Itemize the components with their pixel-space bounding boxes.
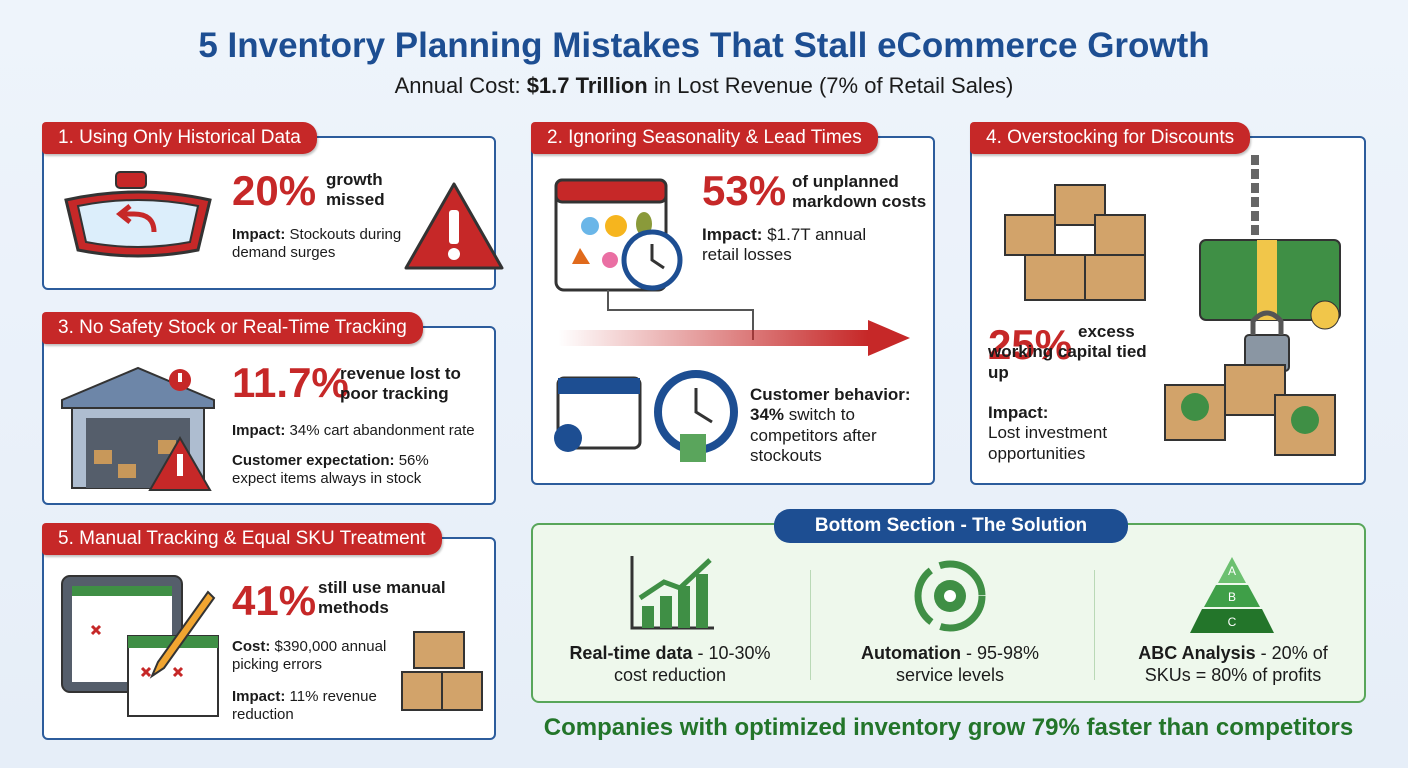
card-heading: 1. Using Only Historical Data: [42, 122, 317, 154]
note-text: switch to competitors after stockouts: [750, 405, 877, 466]
divider: [1094, 570, 1095, 680]
note-label: Impact:: [232, 422, 286, 439]
flow-illustration: [554, 290, 910, 462]
stat: 25%: [988, 321, 1073, 368]
solution-label: ABC Analysis: [1138, 643, 1256, 663]
stat-label: excess working capital tied up: [988, 322, 1147, 382]
note-text: $1.7T annual retail losses: [702, 225, 867, 265]
subtitle-highlight: $1.7 Trillion: [526, 73, 648, 98]
stat: 41%: [232, 577, 317, 624]
stat-label: of unplanned markdown costs: [792, 172, 927, 212]
chart-icon: [630, 556, 714, 630]
solution-text: - 95-98% service levels: [895, 643, 1040, 685]
pyramid-level: A: [1228, 564, 1236, 578]
automation-icon: [914, 560, 986, 632]
overstock-illustration: [1004, 155, 1341, 456]
stat: 20%: [232, 167, 317, 214]
note-text: 56% expect items always in stock: [232, 452, 429, 487]
solution-label: Automation: [860, 643, 961, 663]
solution-text: - 10-30% cost reduction: [613, 643, 771, 685]
note-text: Stockouts during demand surges: [232, 226, 402, 261]
stat-label: growth missed: [326, 170, 385, 210]
title: 5 Inventory Planning Mistakes That Stall…: [198, 26, 1210, 65]
solution-title: Bottom Section - The Solution: [774, 509, 1128, 543]
solution-text: - 20% of SKUs = 80% of profits: [1144, 643, 1328, 685]
card-heading: 5. Manual Tracking & Equal SKU Treatment: [42, 523, 442, 555]
note-text: Lost investment opportunities: [988, 423, 1108, 463]
pyramid-icon: A B C: [1190, 557, 1274, 633]
subtitle: Annual Cost: $1.7 Trillion in Lost Reven…: [0, 73, 1408, 99]
warehouse-icon: [61, 366, 215, 491]
stat-label: revenue lost to poor tracking: [340, 364, 461, 404]
note-label: Impact:: [988, 403, 1049, 422]
note-emphasis: 34%: [750, 405, 785, 425]
note-text: $390,000 annual picking errors: [232, 638, 387, 673]
pyramid-level: B: [1228, 590, 1236, 604]
warning-icon: [404, 182, 504, 270]
stat: 11.7%: [232, 359, 349, 406]
spreadsheet-icon: [61, 575, 219, 717]
note-label: Customer behavior:: [750, 385, 911, 404]
note-text: 11% revenue reduction: [232, 688, 377, 723]
card-heading: 3. No Safety Stock or Real-Time Tracking: [42, 312, 423, 344]
footer: Companies with optimized inventory grow …: [543, 714, 1354, 741]
solution-label: Real-time data: [569, 643, 693, 663]
card-heading: 2. Ignoring Seasonality & Lead Times: [531, 122, 878, 154]
card-heading: 4. Overstocking for Discounts: [970, 122, 1251, 154]
subtitle-text: Annual Cost:: [394, 73, 521, 98]
divider: [810, 570, 811, 680]
note-label: Impact:: [232, 688, 286, 705]
note-label: Impact:: [232, 226, 286, 243]
note-label: Customer expectation:: [232, 452, 395, 469]
stat-label: still use manual methods: [318, 578, 446, 618]
note-label: Cost:: [232, 638, 271, 655]
stat: 53%: [702, 167, 787, 214]
note-label: Impact:: [702, 225, 763, 244]
mirror-icon: [64, 171, 212, 258]
subtitle-text: in Lost Revenue (7% of Retail Sales): [653, 73, 1014, 98]
pyramid-level: C: [1228, 615, 1237, 629]
calendar-icon: [554, 178, 683, 292]
note-text: 34% cart abandonment rate: [289, 422, 475, 439]
boxes-icon: [401, 631, 483, 711]
